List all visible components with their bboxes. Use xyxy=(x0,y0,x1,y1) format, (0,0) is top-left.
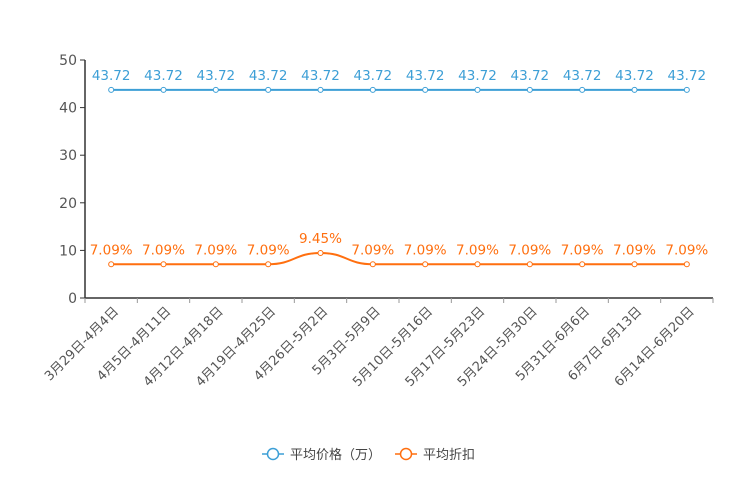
data-label: 9.45% xyxy=(299,231,342,247)
data-label: 7.09% xyxy=(404,242,447,258)
data-point xyxy=(265,261,272,268)
data-label: 43.72 xyxy=(511,68,550,84)
data-point xyxy=(369,261,376,268)
series-line-1 xyxy=(111,252,687,266)
data-point xyxy=(683,86,690,93)
data-point xyxy=(683,261,690,268)
legend-circle-icon xyxy=(399,447,413,461)
y-tick-label: 10 xyxy=(59,243,77,259)
data-label: 43.72 xyxy=(563,68,602,84)
data-point xyxy=(317,86,324,93)
y-tick-label: 50 xyxy=(59,53,77,69)
y-tick-label: 40 xyxy=(59,101,77,117)
data-point xyxy=(474,86,481,93)
data-point xyxy=(579,261,586,268)
data-label: 43.72 xyxy=(197,68,236,84)
data-point xyxy=(526,86,533,93)
data-point xyxy=(160,261,167,268)
data-label: 43.72 xyxy=(458,68,497,84)
data-point xyxy=(579,86,586,93)
data-label: 7.09% xyxy=(90,242,133,258)
data-label: 7.09% xyxy=(351,242,394,258)
data-label: 7.09% xyxy=(613,242,656,258)
data-point xyxy=(108,86,115,93)
data-point xyxy=(160,86,167,93)
data-label: 7.09% xyxy=(247,242,290,258)
data-label: 43.72 xyxy=(249,68,288,84)
data-label: 43.72 xyxy=(615,68,654,84)
data-point xyxy=(631,86,638,93)
y-tick-label: 0 xyxy=(68,291,77,307)
data-point xyxy=(631,261,638,268)
data-label: 7.09% xyxy=(665,242,708,258)
data-label: 7.09% xyxy=(456,242,499,258)
data-label: 7.09% xyxy=(508,242,551,258)
data-point xyxy=(265,86,272,93)
legend-label: 平均价格（万） xyxy=(290,447,381,463)
y-tick-label: 30 xyxy=(59,148,77,164)
data-label: 43.72 xyxy=(92,68,131,84)
data-point xyxy=(474,261,481,268)
data-label: 43.72 xyxy=(354,68,393,84)
data-point xyxy=(422,261,429,268)
data-label: 43.72 xyxy=(144,68,183,84)
data-point xyxy=(108,261,115,268)
data-label: 43.72 xyxy=(406,68,445,84)
data-label: 7.09% xyxy=(561,242,604,258)
data-point xyxy=(526,261,533,268)
data-label: 7.09% xyxy=(142,242,185,258)
y-tick-label: 20 xyxy=(59,196,77,212)
legend-circle-icon xyxy=(266,447,280,461)
data-point xyxy=(422,86,429,93)
legend-label: 平均折扣 xyxy=(423,448,475,463)
data-point xyxy=(317,250,324,257)
data-label: 43.72 xyxy=(301,68,340,84)
data-point xyxy=(212,86,219,93)
data-point xyxy=(212,261,219,268)
data-point xyxy=(369,86,376,93)
data-label: 43.72 xyxy=(668,68,707,84)
data-label: 7.09% xyxy=(194,242,237,258)
